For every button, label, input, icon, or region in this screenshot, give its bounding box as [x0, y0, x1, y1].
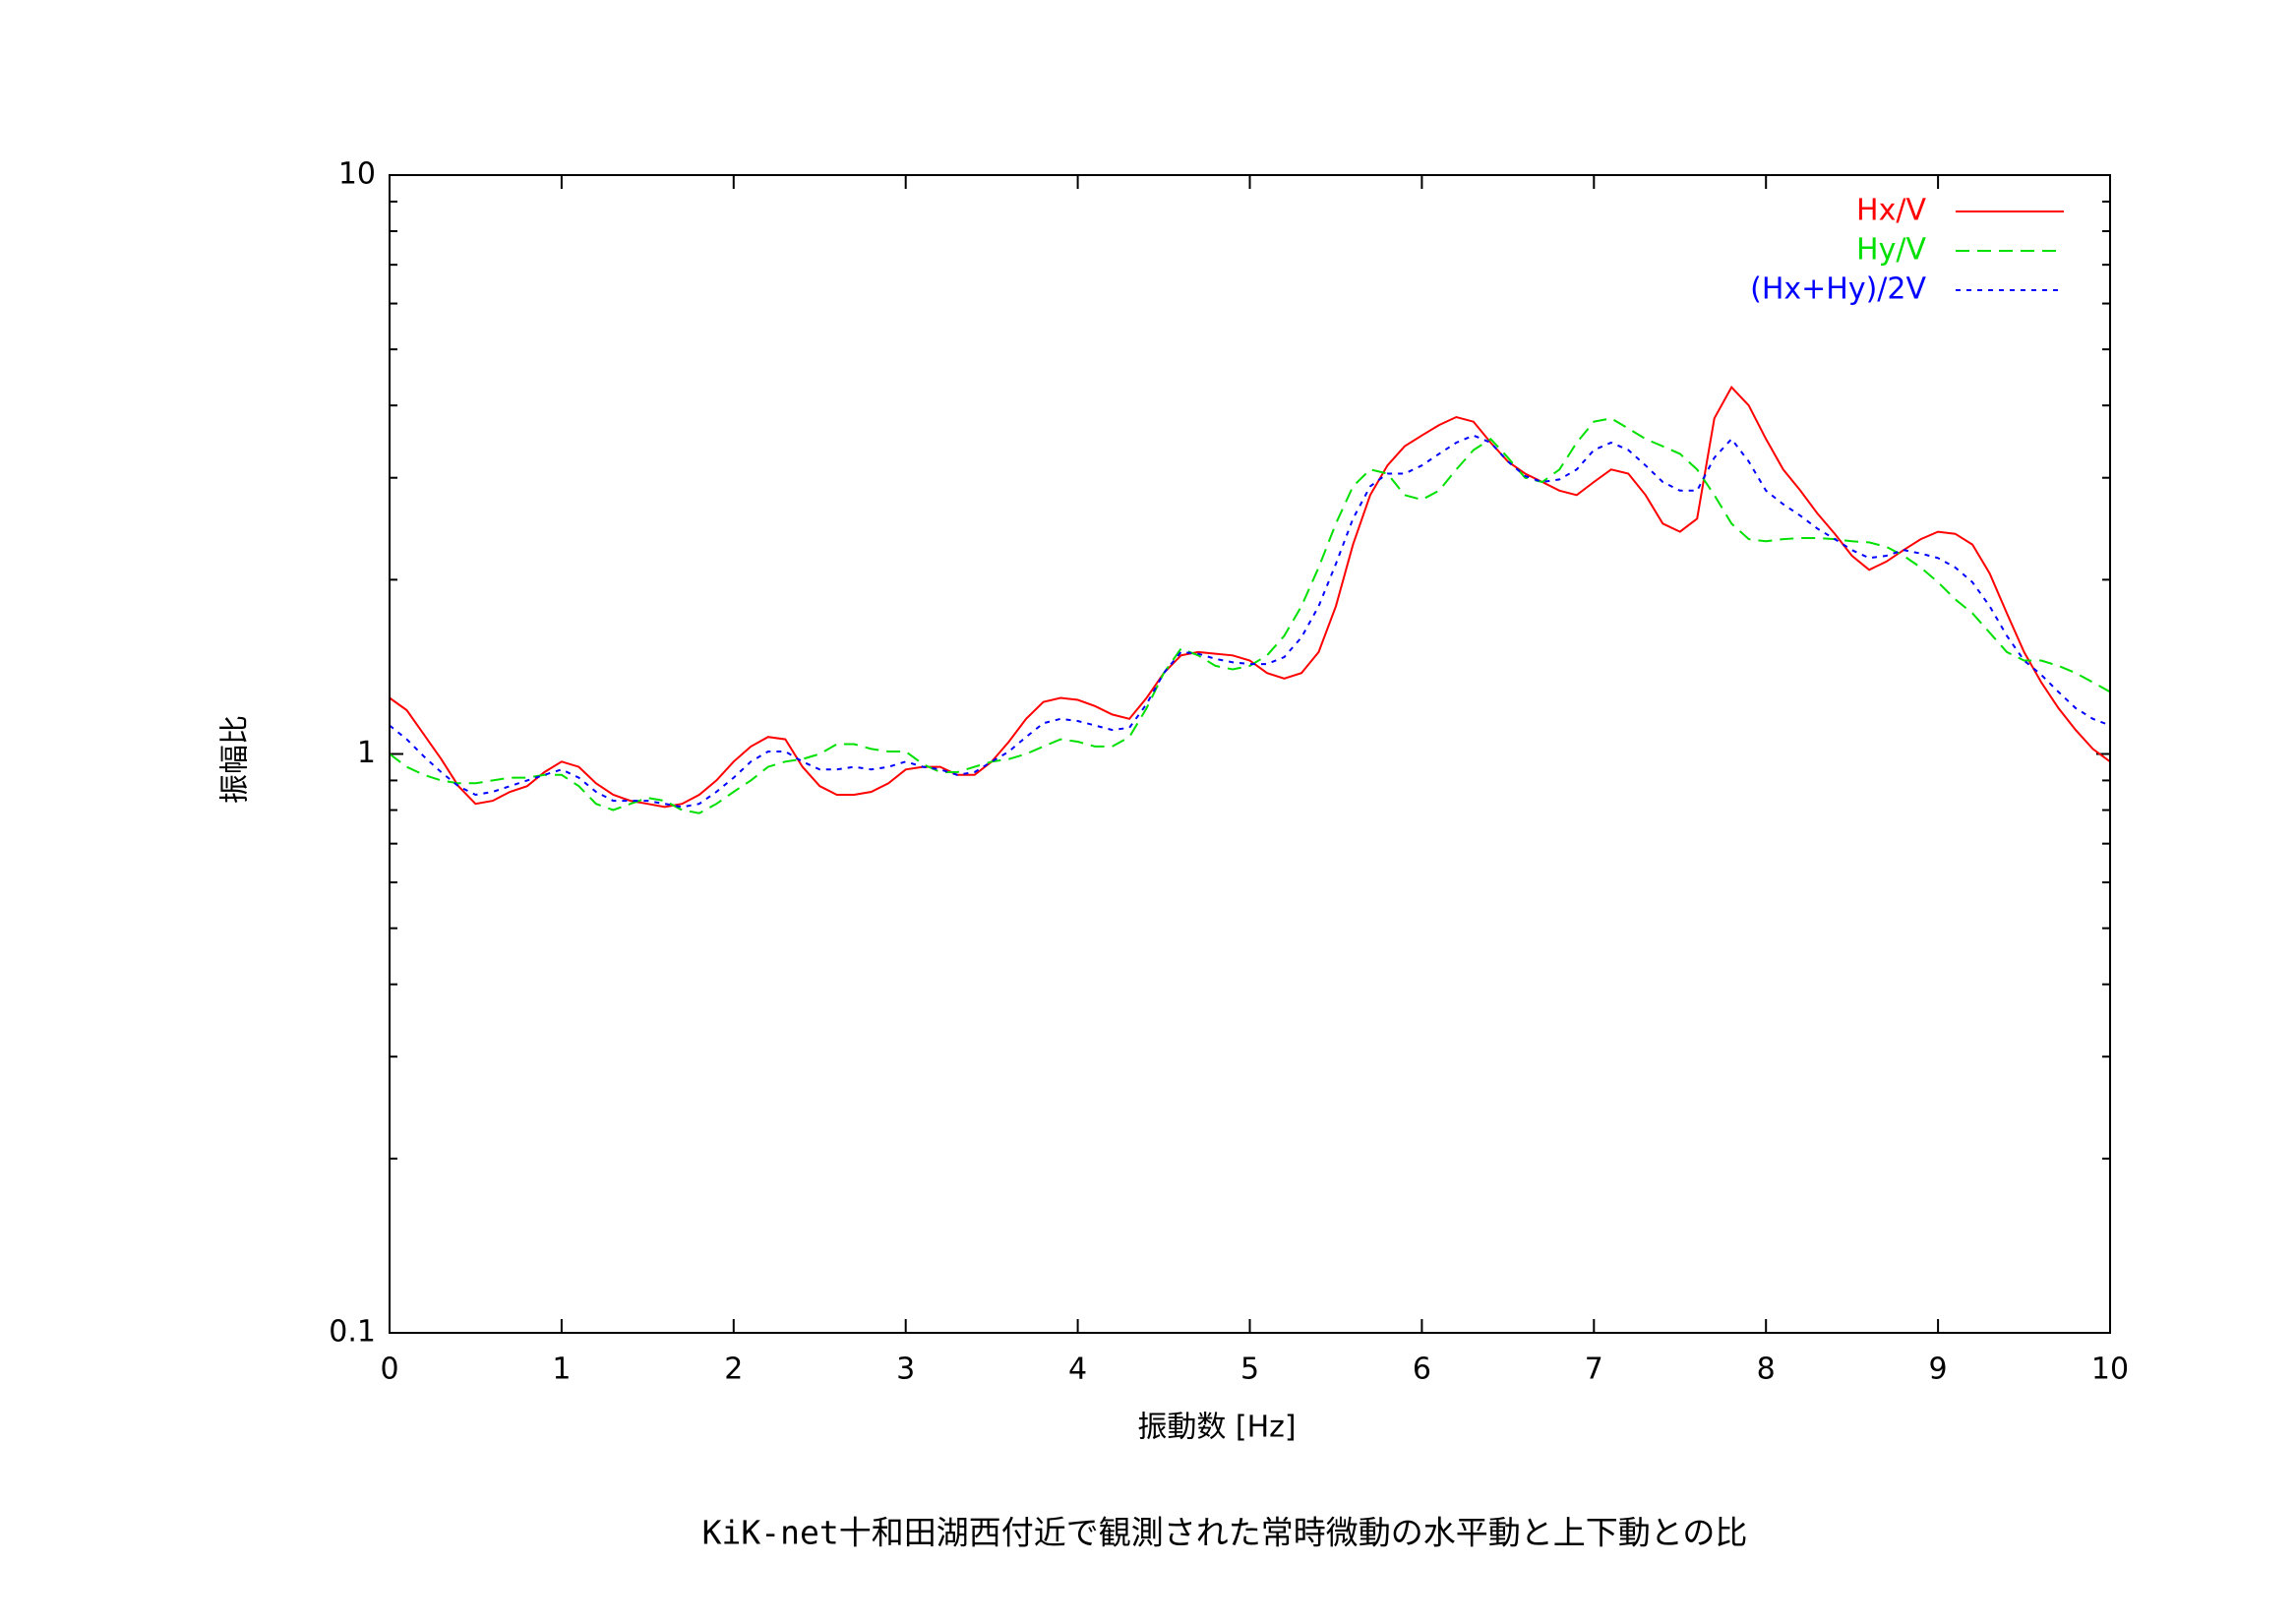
- y-tick-label: 10: [338, 157, 376, 192]
- x-tick-label: 9: [1929, 1353, 1948, 1387]
- x-tick-label: 0: [380, 1353, 398, 1387]
- data-line: [389, 417, 2111, 814]
- x-tick-label: 5: [1240, 1353, 1259, 1387]
- legend-label: Hy/V: [1856, 233, 1926, 268]
- legend-label: (Hx+Hy)/2V: [1750, 272, 1926, 307]
- x-tick-label: 3: [896, 1353, 915, 1387]
- x-tick-label: 2: [724, 1353, 743, 1387]
- chart-title: KiK-net十和田湖西付近で観測された常時微動の水平動と上下動との比: [702, 1514, 1748, 1552]
- x-tick-label: 1: [552, 1353, 571, 1387]
- x-tick-label: 6: [1413, 1353, 1431, 1387]
- y-tick-label: 1: [357, 736, 376, 770]
- legend-label: Hx/V: [1856, 194, 1926, 228]
- x-tick-label: 7: [1585, 1353, 1603, 1387]
- x-tick-label: 10: [2091, 1353, 2129, 1387]
- plot-frame: [389, 174, 2111, 1334]
- x-tick-label: 8: [1757, 1353, 1776, 1387]
- x-tick-label: 4: [1068, 1353, 1087, 1387]
- y-tick-label: 0.1: [329, 1315, 376, 1350]
- data-line: [389, 386, 2111, 809]
- data-line: [389, 434, 2111, 809]
- y-axis-label: 振幅比: [218, 715, 253, 804]
- x-axis-label: 振動数 [Hz]: [1137, 1411, 1296, 1445]
